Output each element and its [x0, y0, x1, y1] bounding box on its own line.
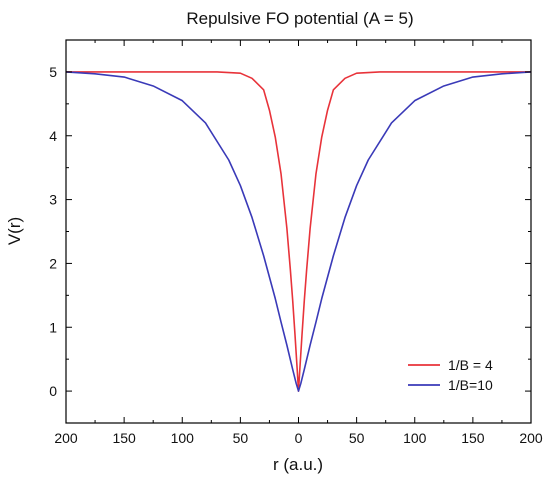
x-tick-label: 150	[461, 430, 485, 446]
y-tick-label: 4	[49, 128, 57, 144]
legend: 1/B = 4 1/B=10	[408, 357, 493, 393]
x-tick-label: 50	[349, 430, 365, 446]
x-tick-label: 200	[519, 430, 543, 446]
x-tick-label: 0	[295, 430, 303, 446]
series-line-2	[65, 71, 532, 392]
y-tick-label: 5	[49, 64, 57, 80]
x-tick-label: 200	[54, 430, 78, 446]
y-tick-label: 2	[49, 255, 57, 271]
x-tick-label: 100	[403, 430, 427, 446]
x-axis-label: r (a.u.)	[273, 455, 323, 474]
x-tick-label: 50	[233, 430, 249, 446]
y-tick-label: 3	[49, 192, 57, 208]
x-tick-label: 150	[112, 430, 136, 446]
x-tick-label: 100	[171, 430, 195, 446]
y-tick-label: 0	[49, 383, 57, 399]
chart-title: Repulsive FO potential (A = 5)	[186, 9, 413, 28]
y-tick-label: 1	[49, 319, 57, 335]
legend-label-1: 1/B = 4	[448, 357, 493, 373]
y-axis-label: V(r)	[5, 217, 24, 245]
legend-label-2: 1/B=10	[448, 377, 493, 393]
series-line-1	[66, 71, 531, 392]
